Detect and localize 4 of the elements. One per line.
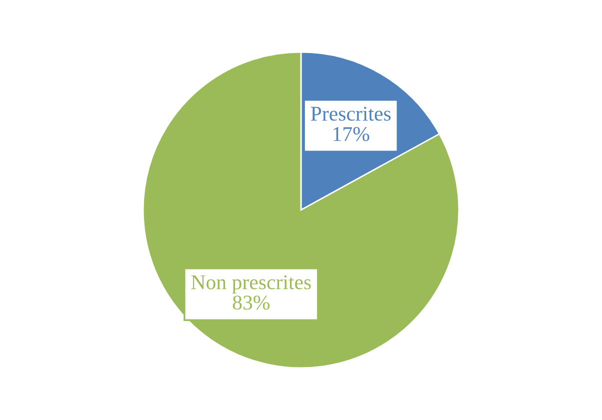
slice-label: Prescrites xyxy=(310,106,391,121)
data-label: 83% xyxy=(232,296,270,310)
slice-label: Non prescrites xyxy=(191,275,311,294)
data-label: 17% xyxy=(334,127,370,142)
